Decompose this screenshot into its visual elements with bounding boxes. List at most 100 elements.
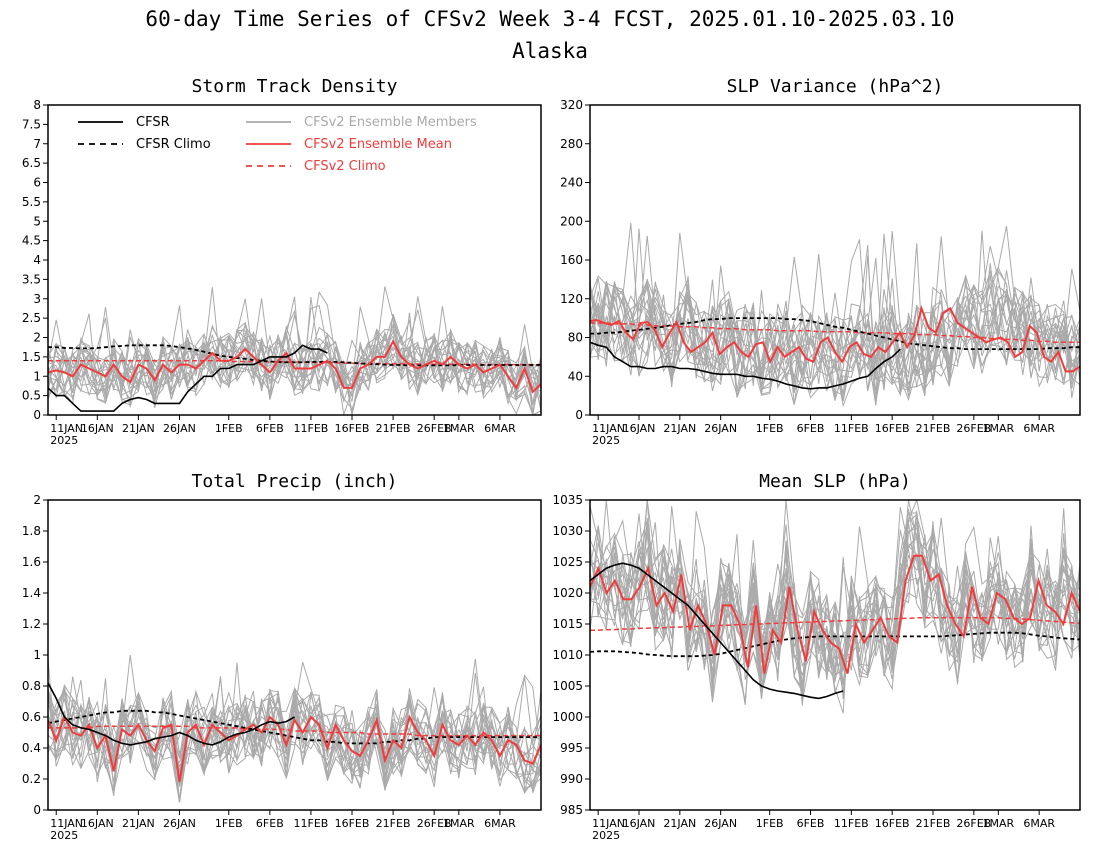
year-label: 2025 [50, 434, 78, 447]
x-tick-label: 11JAN [50, 422, 83, 435]
ensemble-member-line [590, 232, 1080, 381]
ensemble-member-line [590, 244, 1080, 403]
y-tick-label: 1000 [552, 710, 583, 724]
panel-2: SLP Variance (hPa^2) 0 40 80 120 160 200 240 280… [560, 76, 1081, 447]
ensemble-member-line [590, 513, 1080, 700]
ensemble-member-line [590, 500, 1080, 697]
ensemble-member-line [590, 245, 1080, 398]
y-tick-label: 985 [560, 803, 583, 817]
ensemble-member-line [48, 323, 541, 405]
panel-1: Storm Track Density 0 0.5 1 1.5 2 2.5 3 3.5 4 4.5 5… [22, 76, 542, 447]
y-tick-label: 1025 [552, 555, 583, 569]
y-tick-label: 280 [560, 137, 583, 151]
panel-title: SLP Variance (hPa^2) [727, 76, 944, 97]
year-label: 2025 [50, 829, 78, 842]
cfsv2-climo-line [590, 617, 1080, 631]
x-tick-label: 6MAR [484, 817, 516, 830]
panel-title: Total Precip (inch) [192, 471, 398, 492]
x-tick-label: 1FEB [756, 817, 784, 830]
y-tick-label: 2 [33, 331, 41, 345]
x-tick-label: 1MAR [982, 422, 1014, 435]
y-tick-label: 0.5 [22, 389, 41, 403]
ensemble-member-line [590, 510, 1080, 705]
x-tick-label: 21FEB [916, 422, 951, 435]
ensemble-member-line [48, 654, 541, 803]
cfsr-climo-line [48, 709, 541, 745]
y-tick-label: 0.4 [22, 741, 41, 755]
x-tick-label: 21JAN [122, 817, 155, 830]
x-tick-label: 16JAN [81, 422, 114, 435]
y-tick-label: 3 [33, 292, 41, 306]
x-tick-label: 16FEB [335, 817, 370, 830]
y-tick-label: 1005 [552, 679, 583, 693]
ensemble-member-line [590, 233, 1080, 395]
year-label: 2025 [592, 434, 620, 447]
y-tick-label: 4 [33, 253, 41, 267]
x-tick-label: 1FEB [756, 422, 784, 435]
ensemble-mean-line [590, 305, 1080, 373]
x-tick-label: 11FEB [834, 422, 869, 435]
x-tick-label: 21JAN [663, 422, 696, 435]
y-tick-label: 240 [560, 176, 583, 190]
y-tick-label: 40 [568, 369, 583, 383]
y-tick-label: 5 [33, 214, 41, 228]
ensemble-mean-line [48, 339, 541, 394]
panel-frame [589, 499, 1081, 811]
x-tick-label: 26JAN [704, 422, 737, 435]
ensemble-member-line [590, 500, 1080, 714]
x-tick-label: 1MAR [443, 422, 475, 435]
y-tick-label: 1 [33, 369, 41, 383]
y-tick-label: 990 [560, 772, 583, 786]
y-tick-label: 1010 [552, 648, 583, 662]
year-label: 2025 [592, 829, 620, 842]
y-tick-label: 1.4 [22, 586, 41, 600]
x-tick-label: 1FEB [215, 817, 243, 830]
cfsr-climo-line [590, 317, 1080, 351]
legend: CFSR CFSR Climo CFSv2 Ensemble Members CFSv… [78, 115, 477, 174]
y-tick-label: 1.8 [22, 524, 41, 538]
y-tick-label: 200 [560, 214, 583, 228]
x-tick-label: 26FEB [417, 817, 452, 830]
panel-frame [589, 104, 1081, 416]
x-tick-label: 26JAN [704, 817, 737, 830]
y-tick-label: 7 [33, 137, 41, 151]
x-tick-label: 21JAN [122, 422, 155, 435]
y-tick-label: 6 [33, 176, 41, 190]
cfsv2-climo-line [48, 725, 541, 737]
y-tick-label: 0 [33, 803, 41, 817]
x-tick-label: 16FEB [875, 817, 910, 830]
y-tick-label: 320 [560, 98, 583, 112]
cfsr-line [590, 341, 901, 390]
x-tick-label: 1MAR [982, 817, 1014, 830]
x-tick-label: 6FEB [797, 817, 825, 830]
y-tick-label: 2.5 [22, 311, 41, 325]
y-tick-label: 6.5 [22, 156, 41, 170]
x-tick-label: 16JAN [81, 817, 114, 830]
x-tick-label: 21FEB [916, 817, 951, 830]
y-tick-label: 1.6 [22, 555, 41, 569]
x-tick-label: 26JAN [163, 422, 196, 435]
x-tick-label: 26FEB [417, 422, 452, 435]
x-tick-label: 11FEB [294, 422, 329, 435]
x-tick-label: 16JAN [623, 422, 656, 435]
x-tick-label: 6FEB [256, 817, 284, 830]
y-tick-label: 160 [560, 253, 583, 267]
x-tick-label: 1MAR [443, 817, 475, 830]
ensemble-member-line [48, 672, 541, 803]
x-tick-label: 11JAN [592, 817, 625, 830]
plot-area [590, 222, 1080, 408]
x-tick-label: 26FEB [956, 817, 991, 830]
ensemble-member-line [590, 517, 1080, 699]
x-tick-label: 11JAN [50, 817, 83, 830]
y-tick-label: 3.5 [22, 272, 41, 286]
ensemble-member-line [590, 270, 1080, 406]
legend-cfsr-climo-label: CFSR Climo [136, 137, 211, 152]
y-tick-label: 4.5 [22, 234, 41, 248]
cfsr-climo-line [48, 344, 541, 367]
x-tick-label: 11JAN [592, 422, 625, 435]
y-tick-label: 1.2 [22, 617, 41, 631]
y-tick-label: 1.5 [22, 350, 41, 364]
ensemble-member-line [590, 505, 1080, 690]
y-tick-label: 1015 [552, 617, 583, 631]
